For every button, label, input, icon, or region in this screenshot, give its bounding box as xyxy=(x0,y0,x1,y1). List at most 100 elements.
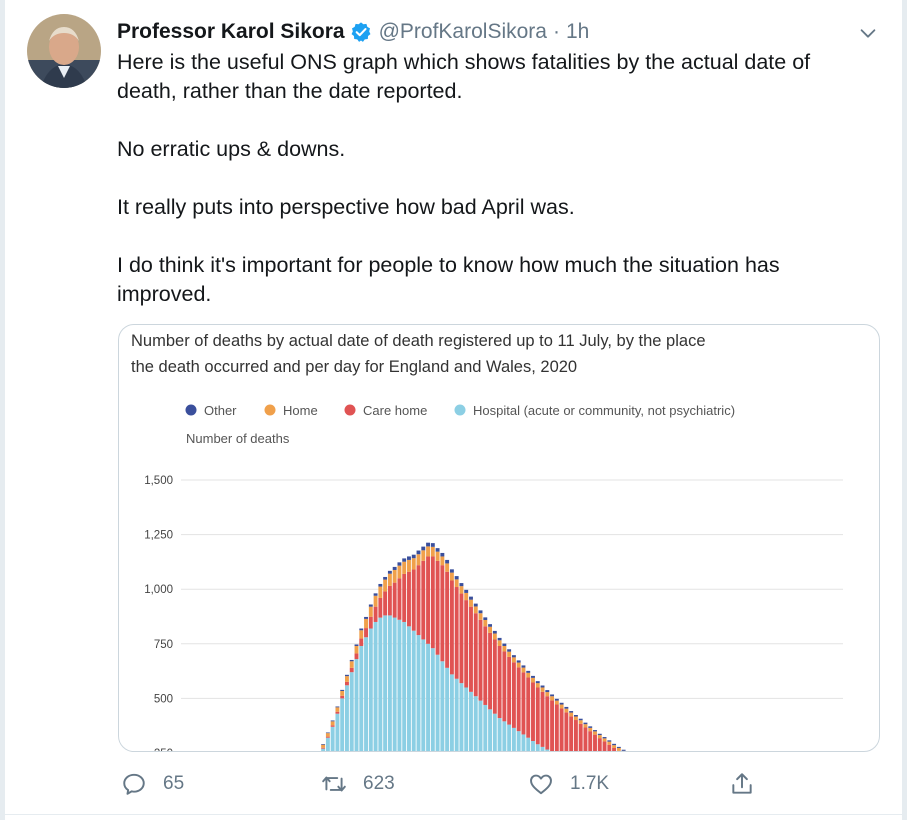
bar-segment xyxy=(325,736,330,738)
reply-button[interactable]: 65 xyxy=(121,766,184,802)
share-button[interactable] xyxy=(729,766,755,802)
bar-segment xyxy=(540,746,545,751)
bar-segment xyxy=(478,610,483,614)
bar-segment xyxy=(349,667,354,673)
tweet-text: Here is the useful ONS graph which shows… xyxy=(117,48,857,309)
bar-segment xyxy=(345,674,349,677)
deaths-chart: Number of deaths by actual date of death… xyxy=(131,332,843,751)
bar-segment xyxy=(368,604,373,607)
author-handle[interactable]: @ProfKarolSikora xyxy=(378,20,547,43)
bar-segment xyxy=(426,546,430,557)
bar-segment xyxy=(511,727,516,751)
bar-segment xyxy=(469,606,473,692)
bar-segment xyxy=(502,643,507,646)
bar-segment xyxy=(464,592,469,601)
bar-segment xyxy=(516,662,521,668)
chart-image-card[interactable]: Number of deaths by actual date of death… xyxy=(118,324,880,752)
bar-segment xyxy=(416,554,421,566)
bar-segment xyxy=(426,556,430,644)
bar-segment xyxy=(607,741,612,745)
bar-segment xyxy=(354,644,359,646)
bar-segment xyxy=(502,721,507,751)
bar-segment xyxy=(397,565,402,579)
bar-segment xyxy=(483,619,488,627)
bar-segment xyxy=(392,617,397,751)
bar-segment xyxy=(445,571,450,668)
bar-segment xyxy=(612,745,617,748)
legend-marker xyxy=(454,404,466,416)
bar-segment xyxy=(569,712,574,717)
bar-segment xyxy=(616,750,621,751)
bar-segment xyxy=(364,637,368,751)
retweet-button[interactable]: 623 xyxy=(321,766,395,802)
author-name[interactable]: Professor Karol Sikora xyxy=(117,20,345,43)
bar-segment xyxy=(325,732,330,734)
bar-segment xyxy=(435,548,440,552)
bar-segment xyxy=(478,700,483,751)
bar-segment xyxy=(407,571,411,627)
bar-segment xyxy=(402,561,407,574)
bar-segment xyxy=(416,550,421,555)
bar-segment xyxy=(550,696,555,701)
bar-segment xyxy=(464,589,469,593)
bar-segment xyxy=(497,718,502,751)
bar-segment xyxy=(569,711,574,713)
bar-segment xyxy=(392,566,397,570)
bar-segment xyxy=(387,585,392,616)
chart-legend: Other Home Care home Hospital (acute or com… xyxy=(185,403,735,418)
bar-segment xyxy=(459,583,464,587)
bar-segment xyxy=(473,606,478,614)
bar-segment xyxy=(535,744,540,751)
chevron-down-icon[interactable] xyxy=(857,22,879,44)
bar-segment xyxy=(459,586,464,594)
bar-segment xyxy=(359,645,364,751)
bar-segment xyxy=(478,619,483,701)
bar-segment xyxy=(602,741,607,751)
share-icon xyxy=(732,773,752,794)
bar-segment xyxy=(354,653,359,660)
bar-segment xyxy=(397,578,402,620)
bar-segment xyxy=(488,626,493,633)
bar-segment xyxy=(392,582,397,618)
bar-segment xyxy=(621,749,626,751)
tweet-paragraph: I do think it's important for people to … xyxy=(117,253,780,306)
like-button[interactable]: 1.7K xyxy=(528,766,609,802)
verified-badge-icon xyxy=(350,21,372,43)
avatar[interactable] xyxy=(27,14,101,88)
bar-segment xyxy=(373,593,378,596)
bar-segment xyxy=(421,560,426,640)
bar-segment xyxy=(397,562,402,566)
tweet-actions: 65 623 1.7K xyxy=(117,766,767,802)
bar-segment xyxy=(340,690,345,696)
bar-segment xyxy=(612,747,617,751)
bar-segment xyxy=(554,704,559,751)
bar-segment xyxy=(383,591,388,616)
bar-segment xyxy=(335,706,340,708)
reply-count: 65 xyxy=(163,773,185,794)
bar-segment xyxy=(469,691,473,751)
bar-segment xyxy=(488,624,493,627)
bar-segment xyxy=(454,587,459,679)
bar-segment xyxy=(335,707,340,712)
bar-segment xyxy=(516,667,521,732)
chart-title-line-1: Number of deaths by actual date of death… xyxy=(131,332,706,350)
bar-segment xyxy=(373,606,378,622)
bar-segment xyxy=(593,734,597,751)
tweet[interactable]: Professor Karol Sikora @ProfKarolSikora … xyxy=(4,0,904,820)
tweet-time[interactable]: 1h xyxy=(565,20,590,43)
retweet-count: 623 xyxy=(363,773,395,794)
bar-segment xyxy=(340,698,345,751)
bar-segment xyxy=(378,617,383,751)
bar-segment xyxy=(526,672,531,678)
bar-segment xyxy=(445,667,450,751)
bar-segment xyxy=(349,659,354,662)
bar-segment xyxy=(478,613,483,620)
bar-segment xyxy=(464,687,469,751)
bar-segment xyxy=(597,738,602,751)
legend-label: Care home xyxy=(363,403,427,418)
bar-segment xyxy=(449,569,454,573)
bar-segment xyxy=(359,630,364,639)
tweet-paragraph: It really puts into perspective how bad … xyxy=(117,195,575,219)
bar-segment xyxy=(516,660,521,663)
bar-segment xyxy=(330,720,335,722)
